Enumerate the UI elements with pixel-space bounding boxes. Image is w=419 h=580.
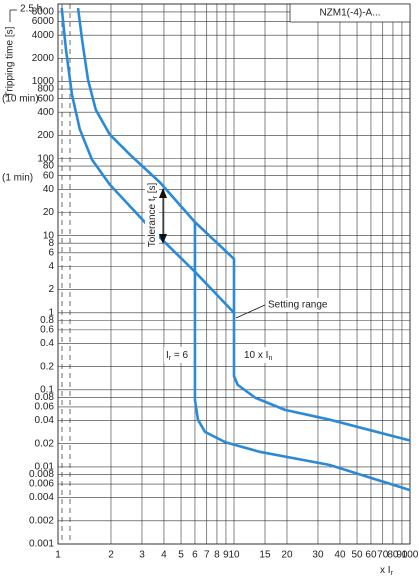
x-tick-label: 90	[396, 550, 408, 561]
curve	[60, 7, 235, 314]
x-tick-label: 40	[334, 550, 346, 561]
x-tick-label: 2	[108, 550, 114, 561]
x-tick-label: 15	[259, 550, 271, 561]
y-tick-label: 100	[37, 153, 54, 164]
top-label: 2.5 h	[20, 4, 42, 15]
tolerance-label: Tolerance tr [s]	[147, 182, 159, 247]
y-tick-label: 0.08	[35, 392, 55, 403]
y-tick-label: 0.006	[29, 479, 54, 490]
y-tick-label: 0.04	[35, 415, 55, 426]
x-tick-label: 6	[192, 550, 198, 561]
y-tick-label: 0.01	[35, 462, 55, 473]
x-tick-label: 1	[55, 550, 61, 561]
note: (10 min)	[2, 94, 39, 105]
x-tick-label: 4	[161, 550, 167, 561]
x-tick-label: 60	[365, 550, 377, 561]
x-tick-label: 9	[223, 550, 229, 561]
y-tick-label: 0.02	[35, 438, 55, 449]
y-tick-label: 8	[48, 238, 54, 249]
label-bg	[164, 347, 192, 363]
y-tick-label: 4	[48, 261, 54, 272]
setting-range-label: Setting range	[268, 300, 328, 311]
x-tick-label: 100	[402, 550, 419, 561]
y-tick-label: 10	[43, 230, 55, 241]
plot-frame	[57, 3, 411, 545]
curve	[76, 7, 411, 442]
box-label: NZM1(-4)-A...	[319, 8, 380, 19]
label-bg	[242, 347, 278, 363]
y-tick-label: 80	[43, 161, 55, 172]
y-tick-label: 400	[37, 107, 54, 118]
y-tick-label: 1000	[32, 76, 55, 87]
y-tick-label: 0.002	[29, 515, 54, 526]
y-tick-label: 6000	[32, 16, 55, 27]
y-tick-label: 800	[37, 84, 54, 95]
y-tick-label: 600	[37, 93, 54, 104]
y-tick-label: 4000	[32, 30, 55, 41]
y-tick-label: 0.004	[29, 492, 54, 503]
y-tick-label: 6	[48, 247, 54, 258]
y-tick-label: 1	[48, 307, 54, 318]
y-tick-label: 20	[43, 207, 55, 218]
ir-label: Ir = 6	[166, 350, 189, 362]
x-tick-label: 50	[351, 550, 363, 561]
x-tick-label: 80	[387, 550, 399, 561]
y-tick-label: 0.6	[40, 325, 54, 336]
y-tick-label: 40	[43, 184, 55, 195]
y-tick-label: 0.8	[40, 315, 54, 326]
y-tick-label: 2000	[32, 53, 55, 64]
label-bg	[145, 183, 159, 247]
y-tick-label: 0.4	[40, 338, 54, 349]
x-tick-label: 3	[139, 550, 145, 561]
y-tick-label: 0.1	[40, 384, 54, 395]
x-tick-label: 5	[178, 550, 184, 561]
x-tick-label: 8	[214, 550, 220, 561]
x-tick-label: 7	[204, 550, 210, 561]
y-tick-label: 8000	[32, 7, 55, 18]
y-axis-label: Tripping time [s]	[5, 26, 16, 97]
leader-line	[235, 304, 266, 319]
in-label: 10 x In	[244, 350, 272, 362]
x-tick-label: 70	[377, 550, 389, 561]
label-box	[289, 3, 411, 23]
x-tick-label: 30	[312, 550, 324, 561]
y-tick-label: 2	[48, 284, 54, 295]
x-axis-label: x Ir	[380, 565, 394, 577]
y-tick-label: 0.001	[29, 539, 54, 550]
x-tick-label: 10	[228, 550, 240, 561]
y-tick-label: 0.06	[35, 402, 55, 413]
y-tick-label: 0.008	[29, 469, 54, 480]
curve	[193, 222, 411, 492]
y-tick-label: 0.2	[40, 361, 54, 372]
y-tick-label: 60	[43, 170, 55, 181]
label-bg	[266, 298, 330, 312]
note: (1 min)	[2, 173, 33, 184]
x-tick-label: 20	[281, 550, 293, 561]
y-tick-label: 200	[37, 130, 54, 141]
